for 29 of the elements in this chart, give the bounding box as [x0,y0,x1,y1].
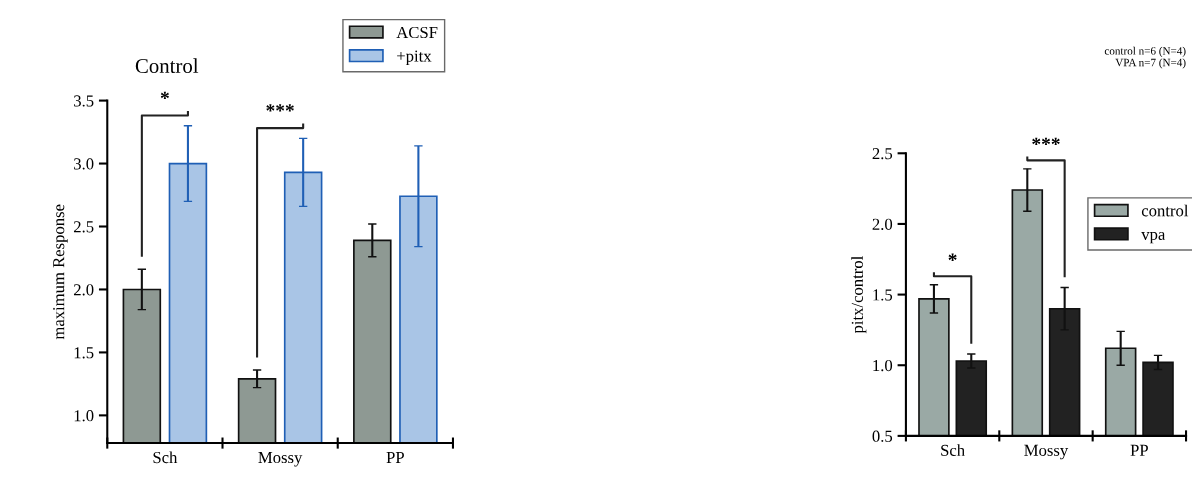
y-tick-label: 2.5 [73,221,94,233]
y-tick-label: 3.5 [74,95,94,107]
y-tick-label: 2.5 [872,148,893,160]
text: *** [1032,137,1060,146]
legend-label: +pitx [397,50,432,66]
y-tick-label: 1.0 [873,359,893,372]
y-tick-label: 2.0 [73,284,94,296]
x-tick-label: Mossy [258,452,303,467]
x-tick-label: Mossy [1024,444,1069,460]
chart-title: Control [135,58,199,74]
annotation: *** [266,104,294,112]
y-axis-title: pitx/control [851,256,867,334]
chart-subtitle: control n=6 (N=4) VPA n=7 (N=4) [1104,46,1186,69]
legend-label: ACSF [396,26,438,39]
y-tick-label: 1.5 [873,289,893,301]
x-tick-label: Sch [941,444,965,456]
y-axis-title: maximum Response [53,204,68,340]
x-tick-label: PP [386,452,404,463]
x-tick-label: Sch [153,451,178,464]
x-tick-label: PP [1130,444,1148,456]
y-tick-label: 3.0 [74,158,94,170]
legend-label: vpa [1141,231,1166,244]
text: * [160,91,169,100]
y-tick-label: 1.5 [74,347,94,359]
y-tick-label: 0.5 [872,430,893,442]
annotation: * [948,253,957,261]
y-tick-label: 2.0 [872,218,893,230]
legend-label: control [1141,204,1189,217]
y-tick-label: 1.0 [74,410,94,422]
